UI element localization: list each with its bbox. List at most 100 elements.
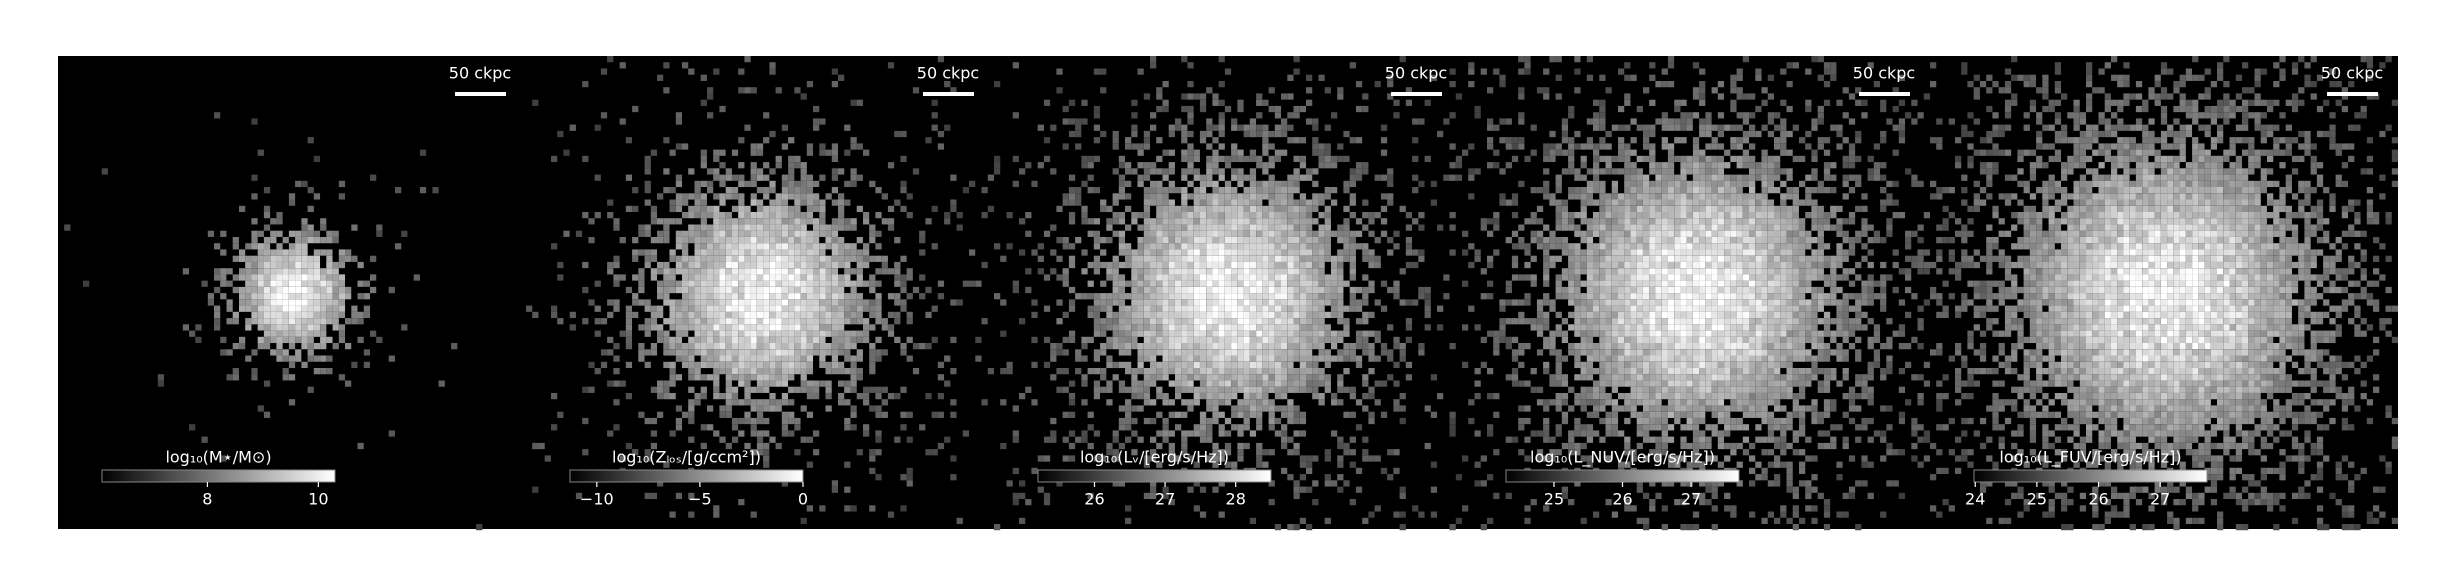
- pixel: [1268, 299, 1275, 306]
- pixel: [788, 349, 795, 356]
- pixel: [1100, 324, 1107, 331]
- pixel: [1618, 212, 1625, 219]
- pixel: [1268, 355, 1275, 362]
- pixel: [295, 336, 302, 344]
- pixel: [731, 436, 739, 443]
- pixel: [863, 255, 870, 262]
- pixel: [1199, 336, 1207, 344]
- pixel: [1593, 118, 1600, 125]
- pixel: [1143, 218, 1151, 225]
- pixel: [1118, 218, 1126, 225]
- pixel: [1923, 93, 1931, 100]
- pixel: [887, 218, 895, 225]
- pixel: [919, 274, 926, 281]
- pixel: [950, 336, 957, 344]
- pixel: [1312, 299, 1319, 306]
- pixel: [1287, 137, 1294, 144]
- pixel: [1249, 324, 1257, 331]
- pixel: [1805, 212, 1812, 219]
- pixel: [1231, 193, 1238, 200]
- pixel: [1081, 218, 1088, 225]
- pixel: [813, 330, 820, 337]
- pixel: [1218, 349, 1225, 356]
- pixel: [532, 486, 539, 493]
- pixel: [1199, 311, 1207, 319]
- pixel: [1087, 261, 1094, 269]
- pixel: [738, 218, 745, 225]
- pixel: [1355, 336, 1363, 344]
- pixel: [607, 349, 614, 356]
- pixel: [1299, 280, 1307, 287]
- pixel: [1892, 212, 1899, 219]
- pixel: [1068, 243, 1076, 250]
- pixel: [1131, 293, 1138, 300]
- pixel: [1162, 286, 1169, 294]
- pixel: [1199, 393, 1207, 400]
- pixel: [1131, 168, 1138, 175]
- pixel: [1742, 112, 1750, 119]
- pixel: [1724, 212, 1731, 219]
- pixel: [1137, 355, 1144, 362]
- pixel: [263, 330, 271, 337]
- pixel: [1187, 380, 1194, 387]
- pixel: [800, 336, 807, 344]
- pixel: [1243, 224, 1250, 231]
- pixel: [1162, 255, 1169, 262]
- pixel: [1218, 199, 1225, 206]
- pixel: [1199, 224, 1207, 231]
- pixel: [744, 261, 751, 269]
- pixel: [1187, 205, 1194, 213]
- pixel: [1312, 305, 1319, 312]
- pixel: [1761, 193, 1768, 200]
- pixel: [1100, 374, 1107, 381]
- pixel: [962, 280, 970, 287]
- pixel: [1561, 130, 1569, 138]
- pixel: [906, 480, 913, 487]
- pixel: [738, 318, 745, 325]
- pixel: [1281, 436, 1288, 443]
- pixel: [1193, 205, 1200, 213]
- pixel: [607, 380, 614, 387]
- pixel: [1181, 411, 1188, 418]
- pixel: [675, 143, 683, 150]
- pixel: [1699, 205, 1706, 213]
- pixel: [1318, 349, 1325, 356]
- pixel: [638, 249, 645, 256]
- pixel: [1811, 155, 1818, 163]
- pixel: [1256, 180, 1263, 188]
- pixel: [1231, 268, 1238, 275]
- pixel: [819, 143, 826, 150]
- pixel: [613, 299, 620, 306]
- pixel: [1293, 330, 1300, 337]
- pixel: [1655, 180, 1662, 188]
- pixel: [1792, 62, 1799, 69]
- pixel: [1106, 218, 1113, 225]
- pixel: [1087, 336, 1094, 344]
- pixel: [731, 261, 739, 269]
- pixel: [694, 324, 701, 331]
- pixel: [975, 336, 982, 344]
- pixel: [1780, 168, 1787, 175]
- pixel: [937, 143, 945, 150]
- pixel: [1306, 467, 1313, 475]
- pixel: [1543, 180, 1550, 188]
- pixel: [1493, 68, 1500, 75]
- pixel: [1331, 155, 1338, 163]
- pixel: [1536, 187, 1544, 194]
- pixel: [607, 199, 614, 206]
- pixel: [313, 268, 321, 275]
- pixel: [863, 261, 870, 269]
- pixel: [1699, 180, 1706, 188]
- pixel: [669, 255, 676, 262]
- pixel: [794, 212, 801, 219]
- pixel: [731, 368, 739, 375]
- pixel: [295, 261, 302, 269]
- pixel: [1817, 143, 1824, 150]
- pixel: [750, 230, 757, 237]
- pixel: [1212, 149, 1219, 156]
- pixel: [813, 105, 820, 113]
- pixel: [1206, 336, 1213, 344]
- pixel: [1324, 87, 1331, 94]
- pixel: [1736, 218, 1743, 225]
- pixel: [1168, 124, 1175, 131]
